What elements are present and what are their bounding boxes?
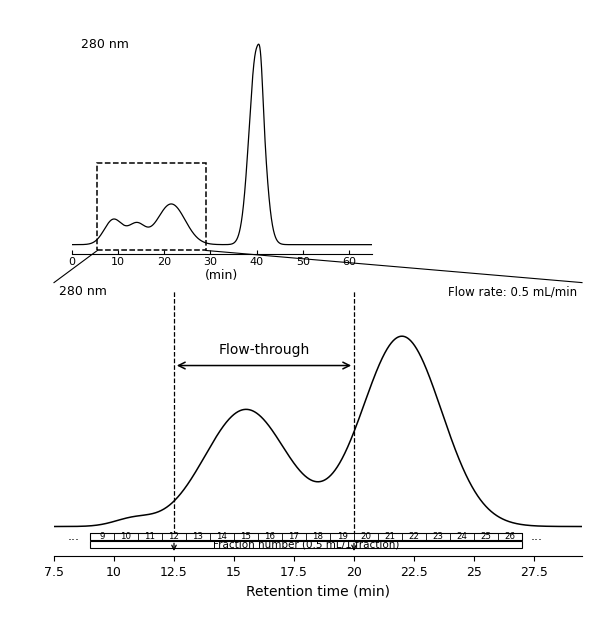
Bar (90, 533, 522, 540)
Text: 23: 23 (433, 532, 443, 541)
Text: Flow rate: 0.5 mL/min: Flow rate: 0.5 mL/min (448, 285, 577, 298)
Text: Fraction number (0.5 mL/1 fraction): Fraction number (0.5 mL/1 fraction) (213, 539, 399, 550)
Text: 19: 19 (337, 532, 347, 541)
Text: 16: 16 (265, 532, 275, 541)
Text: 17: 17 (289, 532, 299, 541)
Text: 9: 9 (100, 532, 104, 541)
Text: ...: ... (67, 530, 79, 543)
Text: 20: 20 (361, 532, 371, 541)
Text: 14: 14 (217, 532, 227, 541)
Text: 21: 21 (385, 532, 395, 541)
Text: Flow-through: Flow-through (218, 343, 310, 357)
X-axis label: (min): (min) (205, 269, 239, 281)
Text: 13: 13 (193, 532, 203, 541)
Text: 12: 12 (169, 532, 179, 541)
Text: 280 nm: 280 nm (59, 285, 107, 298)
Text: 26: 26 (505, 532, 515, 541)
Text: 280 nm: 280 nm (81, 38, 129, 51)
Bar (90, 541, 522, 548)
Text: 18: 18 (313, 532, 323, 541)
Text: ...: ... (530, 530, 542, 543)
Text: 15: 15 (241, 532, 251, 541)
Text: 11: 11 (145, 532, 155, 541)
Text: 22: 22 (409, 532, 419, 541)
X-axis label: Retention time (min): Retention time (min) (246, 584, 390, 598)
Bar (97, 163, 206, 251)
Text: 24: 24 (457, 532, 467, 541)
Text: 10: 10 (121, 532, 131, 541)
Text: 25: 25 (481, 532, 491, 541)
